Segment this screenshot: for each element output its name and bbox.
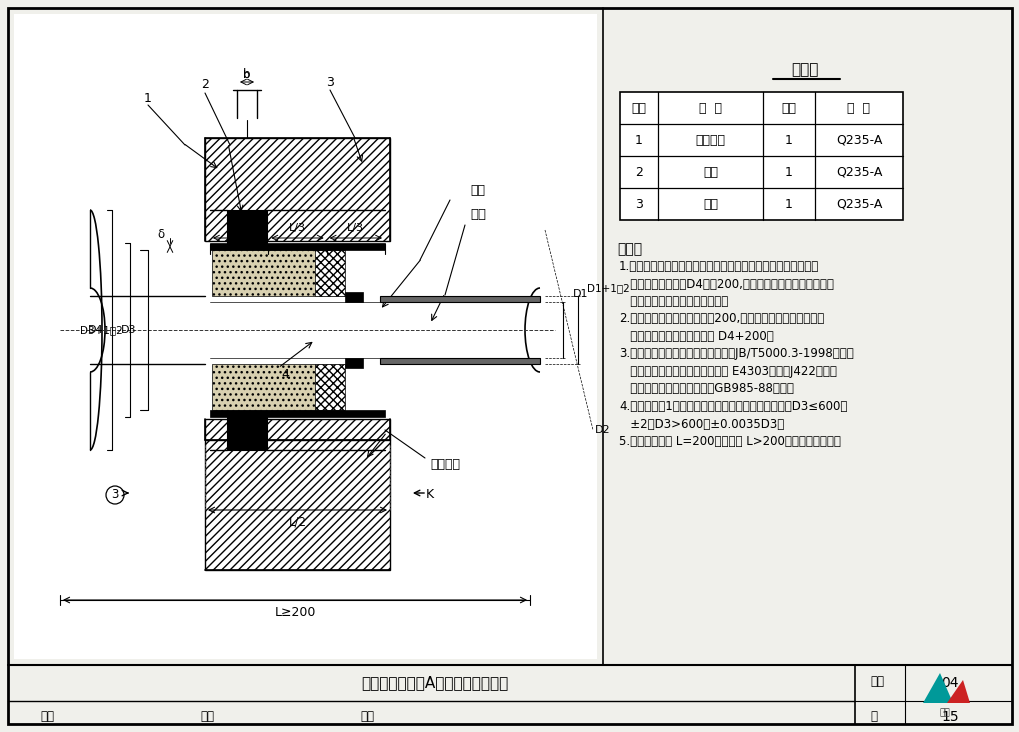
Text: 1: 1 [785, 165, 792, 179]
Text: 1: 1 [144, 92, 152, 105]
Text: L/3: L/3 [288, 223, 306, 233]
Text: 3: 3 [111, 488, 118, 501]
Text: 04: 04 [941, 676, 958, 690]
Text: Q235-A: Q235-A [835, 165, 881, 179]
Text: 翼环: 翼环 [702, 165, 717, 179]
Bar [205, 440, 389, 570]
Bar [344, 292, 363, 302]
Text: 1: 1 [635, 133, 642, 146]
Text: 焊接采用手工电弧焊，焊条型号 E4303，牌号J422。焊缝: 焊接采用手工电弧焊，焊条型号 E4303，牌号J422。焊缝 [619, 365, 836, 378]
Bar [205, 419, 389, 440]
Bar [380, 296, 539, 302]
Text: L/2: L/2 [288, 515, 306, 529]
Text: 3: 3 [635, 198, 642, 211]
Bar [380, 358, 539, 364]
Text: 图集: 图集 [869, 675, 883, 688]
Text: 审核: 审核 [40, 711, 54, 723]
Text: 页: 页 [869, 711, 876, 723]
Polygon shape [922, 673, 952, 703]
Text: 1: 1 [785, 198, 792, 211]
Text: K: K [426, 488, 434, 501]
Text: D2: D2 [594, 425, 610, 435]
Text: 校对: 校对 [200, 711, 214, 723]
Text: 内。套管内的填料应紧密捣实。: 内。套管内的填料应紧密捣实。 [619, 295, 728, 308]
Bar [212, 250, 343, 296]
Text: 围应比翼环直径（D4）大200,而且必须将套管一次浇固于墙: 围应比翼环直径（D4）大200,而且必须将套管一次浇固于墙 [619, 277, 834, 291]
Text: Q235-A: Q235-A [835, 133, 881, 146]
Text: D4: D4 [89, 325, 104, 335]
Bar [315, 364, 344, 410]
Bar [210, 410, 384, 417]
Text: Q235-A: Q235-A [835, 198, 881, 211]
Text: 名  称: 名 称 [698, 102, 721, 114]
Bar [620, 92, 902, 220]
Text: 刚性防水套管（A型）安装图（一）: 刚性防水套管（A型）安装图（一） [361, 676, 508, 690]
Text: 3: 3 [326, 75, 333, 89]
Text: b: b [244, 70, 251, 80]
Text: L/3: L/3 [347, 223, 364, 233]
Text: 油麻: 油麻 [470, 184, 484, 196]
Text: 设计: 设计 [360, 711, 374, 723]
Text: δ: δ [158, 228, 165, 242]
Text: L≥200: L≥200 [274, 607, 315, 619]
Text: b: b [243, 69, 251, 81]
Bar [212, 364, 343, 410]
Text: 2.穿管处混凝土墙厚应不小于200,否则应使墙壁一边或两边加: 2.穿管处混凝土墙厚应不小于200,否则应使墙壁一边或两边加 [619, 313, 823, 326]
Text: 材料表: 材料表 [791, 62, 818, 78]
Text: D3: D3 [120, 325, 136, 335]
Text: L/3: L/3 [230, 223, 248, 233]
Bar [14, 14, 596, 659]
Text: 说明：: 说明： [616, 242, 642, 256]
Text: 3.焊接结构尺寸公差与形位公差按照JB/T5000.3-1998执行。: 3.焊接结构尺寸公差与形位公差按照JB/T5000.3-1998执行。 [619, 348, 853, 360]
Text: 1.套管穿墙处如遇非混凝土墙壁时，应改用混凝土墙壁，其浇注: 1.套管穿墙处如遇非混凝土墙壁时，应改用混凝土墙壁，其浇注 [619, 260, 818, 273]
Text: D3+1～2: D3+1～2 [81, 325, 123, 335]
Text: D1: D1 [573, 289, 588, 299]
Text: 挡圈: 挡圈 [702, 198, 717, 211]
Bar [344, 358, 363, 368]
Text: 厚。加厚部分的直径至少为 D4+200。: 厚。加厚部分的直径至少为 D4+200。 [619, 330, 773, 343]
Text: 坡口的基本形式与尺寸按照GB985-88执行。: 坡口的基本形式与尺寸按照GB985-88执行。 [619, 383, 793, 395]
Text: 5.套管的重量以 L=200计算，当 L>200时，应另行计算。: 5.套管的重量以 L=200计算，当 L>200时，应另行计算。 [619, 435, 840, 448]
Text: 石棉水泥: 石棉水泥 [430, 458, 460, 471]
Text: 数量: 数量 [781, 102, 796, 114]
Bar [315, 250, 344, 296]
Text: D1+1～2: D1+1～2 [586, 283, 629, 293]
Text: 序号: 序号 [631, 102, 646, 114]
Text: 1: 1 [785, 133, 792, 146]
Bar [210, 243, 384, 250]
Polygon shape [946, 680, 969, 703]
Text: 15: 15 [941, 710, 958, 724]
Text: 4.当套管（件1）采用卷制成型时，周长允许偏差为：D3≤600，: 4.当套管（件1）采用卷制成型时，周长允许偏差为：D3≤600， [619, 400, 847, 413]
Text: 钢管: 钢管 [470, 209, 485, 222]
Text: 2: 2 [635, 165, 642, 179]
Bar [227, 417, 267, 450]
Text: 4: 4 [281, 368, 288, 381]
Text: 钢制套管: 钢制套管 [695, 133, 725, 146]
Text: 材  料: 材 料 [847, 102, 869, 114]
Text: 奥凡: 奥凡 [938, 709, 950, 717]
Bar [205, 138, 389, 241]
Text: 2: 2 [201, 78, 209, 92]
Bar [227, 210, 267, 243]
Text: ±2，D3>600，±0.0035D3。: ±2，D3>600，±0.0035D3。 [619, 417, 784, 430]
